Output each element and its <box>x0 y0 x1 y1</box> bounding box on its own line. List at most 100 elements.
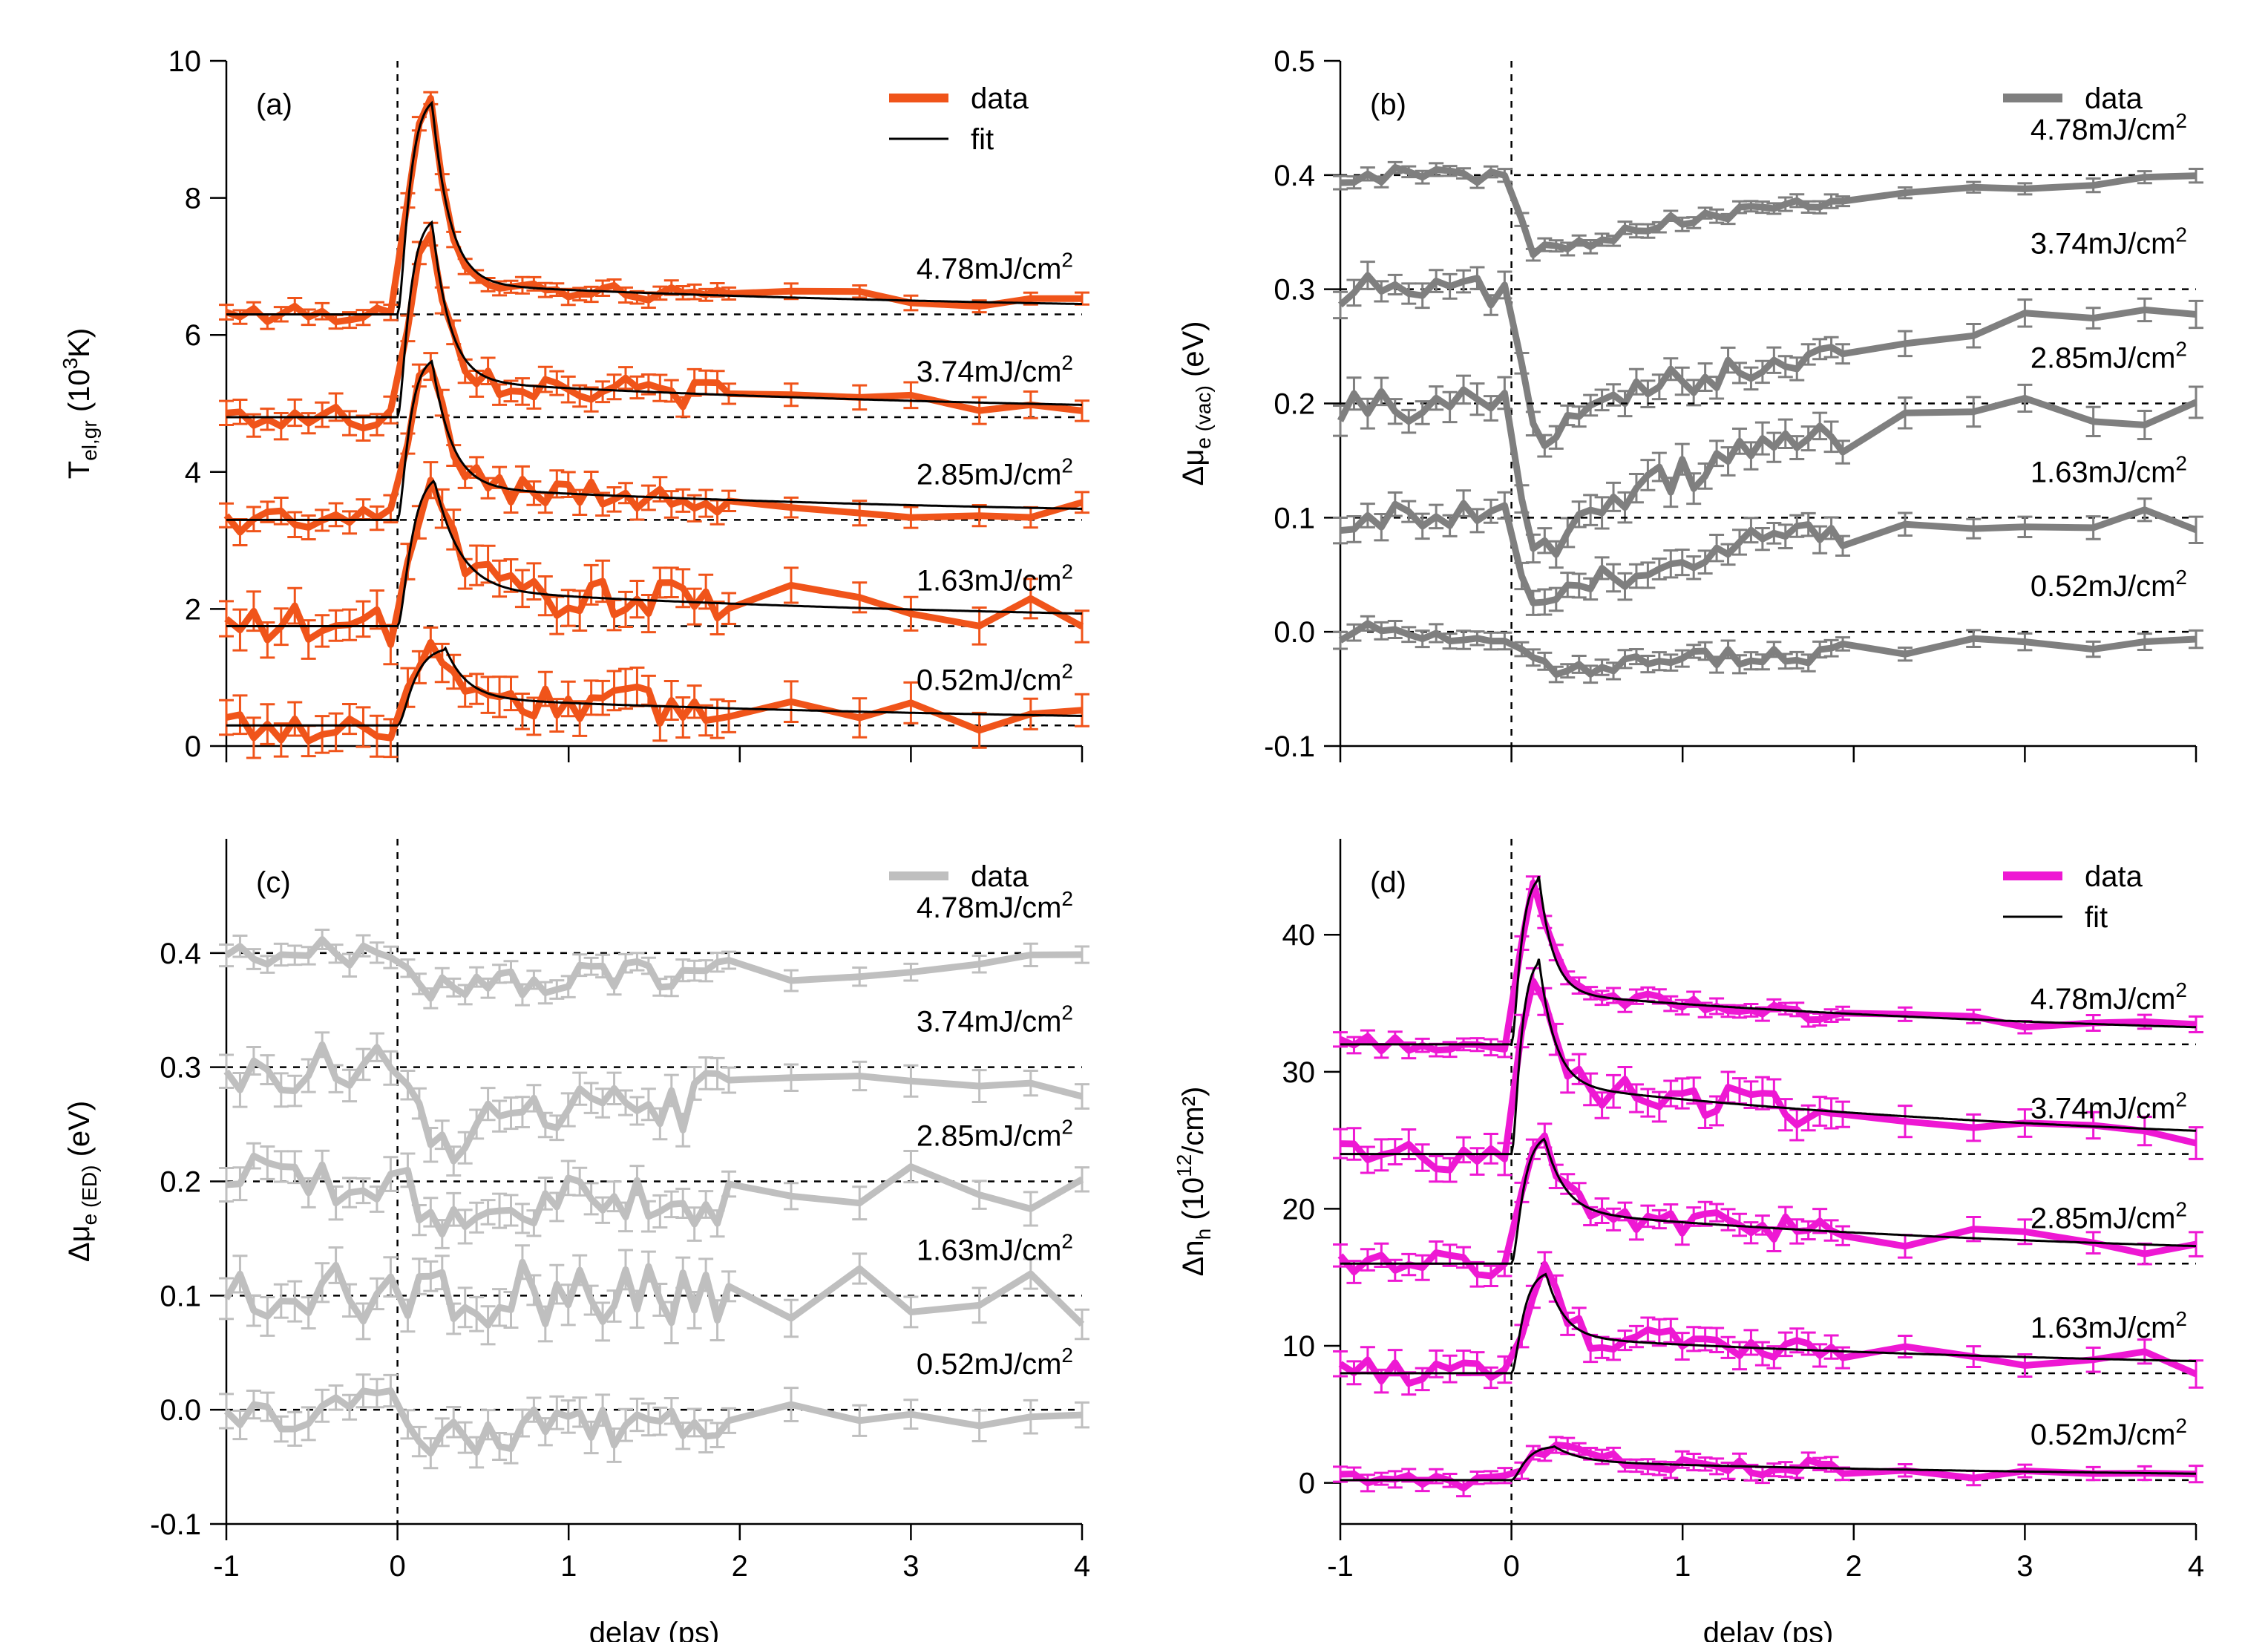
data-line <box>1340 164 2197 258</box>
y-tick-label: 0 <box>1299 1468 1315 1500</box>
legend-fit-label: fit <box>971 123 994 156</box>
y-title-main: Δμ <box>63 1225 96 1262</box>
data-line <box>226 1152 1084 1237</box>
series-label: 2.85mJ/cm2 <box>2031 338 2187 375</box>
y-title-unit-post: /cm²) <box>1177 1087 1210 1154</box>
y-tick-label: 4 <box>185 457 201 489</box>
series-label-text: 1.63mJ/cm <box>917 1234 1062 1266</box>
data-line <box>1338 1260 2197 1387</box>
series-2: 2.85mJ/cm2 <box>1333 338 2203 569</box>
fit-line <box>226 646 1083 727</box>
data-line <box>223 363 1084 536</box>
fit-line <box>226 100 1082 315</box>
series-label-text: 3.74mJ/cm <box>917 1006 1062 1038</box>
series-label-sup: 2 <box>2175 1307 2187 1330</box>
data-line <box>223 1258 1085 1329</box>
x-axis-title: delay (ps) <box>589 1617 720 1642</box>
y-tick-label: 6 <box>185 319 201 352</box>
series-label-sup: 2 <box>1061 1116 1073 1139</box>
data-line <box>1337 1132 2197 1280</box>
series-2: 2.85mJ/cm2 <box>219 352 1089 546</box>
series-label-sup: 2 <box>2175 1197 2187 1220</box>
y-tick-label: 0 <box>185 730 201 763</box>
series-label-sup: 2 <box>1061 454 1073 477</box>
series-label-sup: 2 <box>2175 566 2187 589</box>
series-label: 1.63mJ/cm2 <box>2031 1307 2187 1344</box>
series-0: 4.78mJ/cm2 <box>219 91 1089 330</box>
y-axis-title: Δμe (ED) (eV) <box>63 1101 101 1262</box>
panel-label: (b) <box>1370 88 1406 121</box>
series-0: 4.78mJ/cm2 <box>219 887 1089 1010</box>
series-label: 1.63mJ/cm2 <box>917 560 1073 597</box>
panel-label: (d) <box>1370 866 1406 899</box>
series-label-sup: 2 <box>2175 223 2187 246</box>
series-label: 4.78mJ/cm2 <box>917 249 1073 286</box>
x-tick-label: 2 <box>732 1550 748 1583</box>
series-1: 3.74mJ/cm 2 <box>219 1001 1089 1177</box>
series-label-sup: 2 <box>2175 1414 2187 1437</box>
y-axis-title: Δnh (1012/cm²) <box>1173 1087 1215 1277</box>
y-tick-label: 0.4 <box>160 938 201 970</box>
y-title-sub: el,gr <box>78 420 101 460</box>
series-3: 1.63mJ/cm2 <box>1333 451 2203 616</box>
y-tick-label: 0.2 <box>160 1166 201 1199</box>
y-title-unit-sup: 3 <box>59 358 82 370</box>
series-label-text: 2.85mJ/cm <box>2031 1202 2176 1234</box>
data-line <box>1338 620 2197 678</box>
panel-c: -0.1 0.0 0.1 0.2 0.3 0.4 -1 0 1 2 3 4 delay (ps) Δμe … <box>63 839 1090 1642</box>
x-tick-label: 0 <box>389 1550 405 1583</box>
series-0: 4.78mJ/cm2 <box>1333 109 2203 262</box>
y-tick-label: 0.2 <box>1274 388 1315 421</box>
y-tick-label: 0.4 <box>1274 160 1315 192</box>
data-line <box>226 231 1083 432</box>
y-tick-label: -0.1 <box>150 1508 201 1541</box>
series-label-sup: 2 <box>2175 978 2187 1001</box>
series-label-text: 0.52mJ/cm <box>917 664 1062 696</box>
series-4: 0.52mJ/cm2 <box>219 1344 1089 1470</box>
series-label: 4.78mJ/cm2 <box>917 887 1073 924</box>
legend-data-label: data <box>971 860 1029 893</box>
y-tick-label: 20 <box>1282 1193 1316 1226</box>
series-label: 0.52mJ/cm2 <box>2031 1414 2187 1451</box>
x-tick-label: -1 <box>213 1550 240 1583</box>
x-tick-label: 0 <box>1503 1550 1519 1583</box>
series-label-text: 0.52mJ/cm <box>2031 1419 2176 1451</box>
series-label: 0.52mJ/cm2 <box>2031 566 2187 603</box>
fit-line <box>226 359 1083 521</box>
y-title-unit-post: K) <box>63 328 96 358</box>
series-4: 0.52mJ/cm2 <box>1333 1414 2203 1498</box>
data-line <box>1339 879 2197 1055</box>
series-label: 4.78mJ/cm2 <box>2031 978 2187 1015</box>
series-label-text: 4.78mJ/cm <box>917 253 1062 286</box>
series-label-sup: 2 <box>1061 560 1073 583</box>
data-line <box>223 1041 1084 1165</box>
y-title-unit-sup: 12 <box>1173 1154 1196 1177</box>
y-tick-label: 0.5 <box>1274 45 1315 78</box>
series-label: 3.74mJ/cm2 <box>917 351 1073 388</box>
panel-label: (c) <box>256 866 291 899</box>
y-tick-label: 0.1 <box>160 1280 201 1312</box>
y-title-unit: (10 <box>1177 1177 1210 1229</box>
x-tick-label: 3 <box>2016 1550 2033 1583</box>
series-label: 2.85mJ/cm2 <box>917 1116 1073 1153</box>
data-line <box>1340 500 2197 606</box>
y-tick-label: -0.1 <box>1264 730 1315 763</box>
y-tick-label: 30 <box>1282 1056 1316 1089</box>
series-label-sup: 2 <box>1061 351 1073 374</box>
series-label-sup: 2 <box>2175 109 2187 132</box>
series-label: 1.63mJ/cm2 <box>2031 451 2187 488</box>
series-label-text: 0.52mJ/cm <box>2031 570 2176 603</box>
series-label-text: 3.74mJ/cm <box>2031 1093 2176 1125</box>
series-label-sup: 2 <box>1061 249 1073 272</box>
fit-line <box>1340 1272 2197 1375</box>
y-title-main: T <box>63 461 96 479</box>
series-label-text: 0.52mJ/cm <box>917 1348 1062 1381</box>
data-line <box>1337 272 2197 449</box>
fit-line <box>1340 875 2197 1046</box>
y-title-unit: (10 <box>63 369 96 420</box>
series-label: 3.74mJ/cm2 <box>917 1001 1073 1038</box>
y-tick-label: 0.3 <box>1274 274 1315 307</box>
x-tick-label: -1 <box>1327 1550 1354 1583</box>
fit-line <box>1340 1445 2196 1482</box>
